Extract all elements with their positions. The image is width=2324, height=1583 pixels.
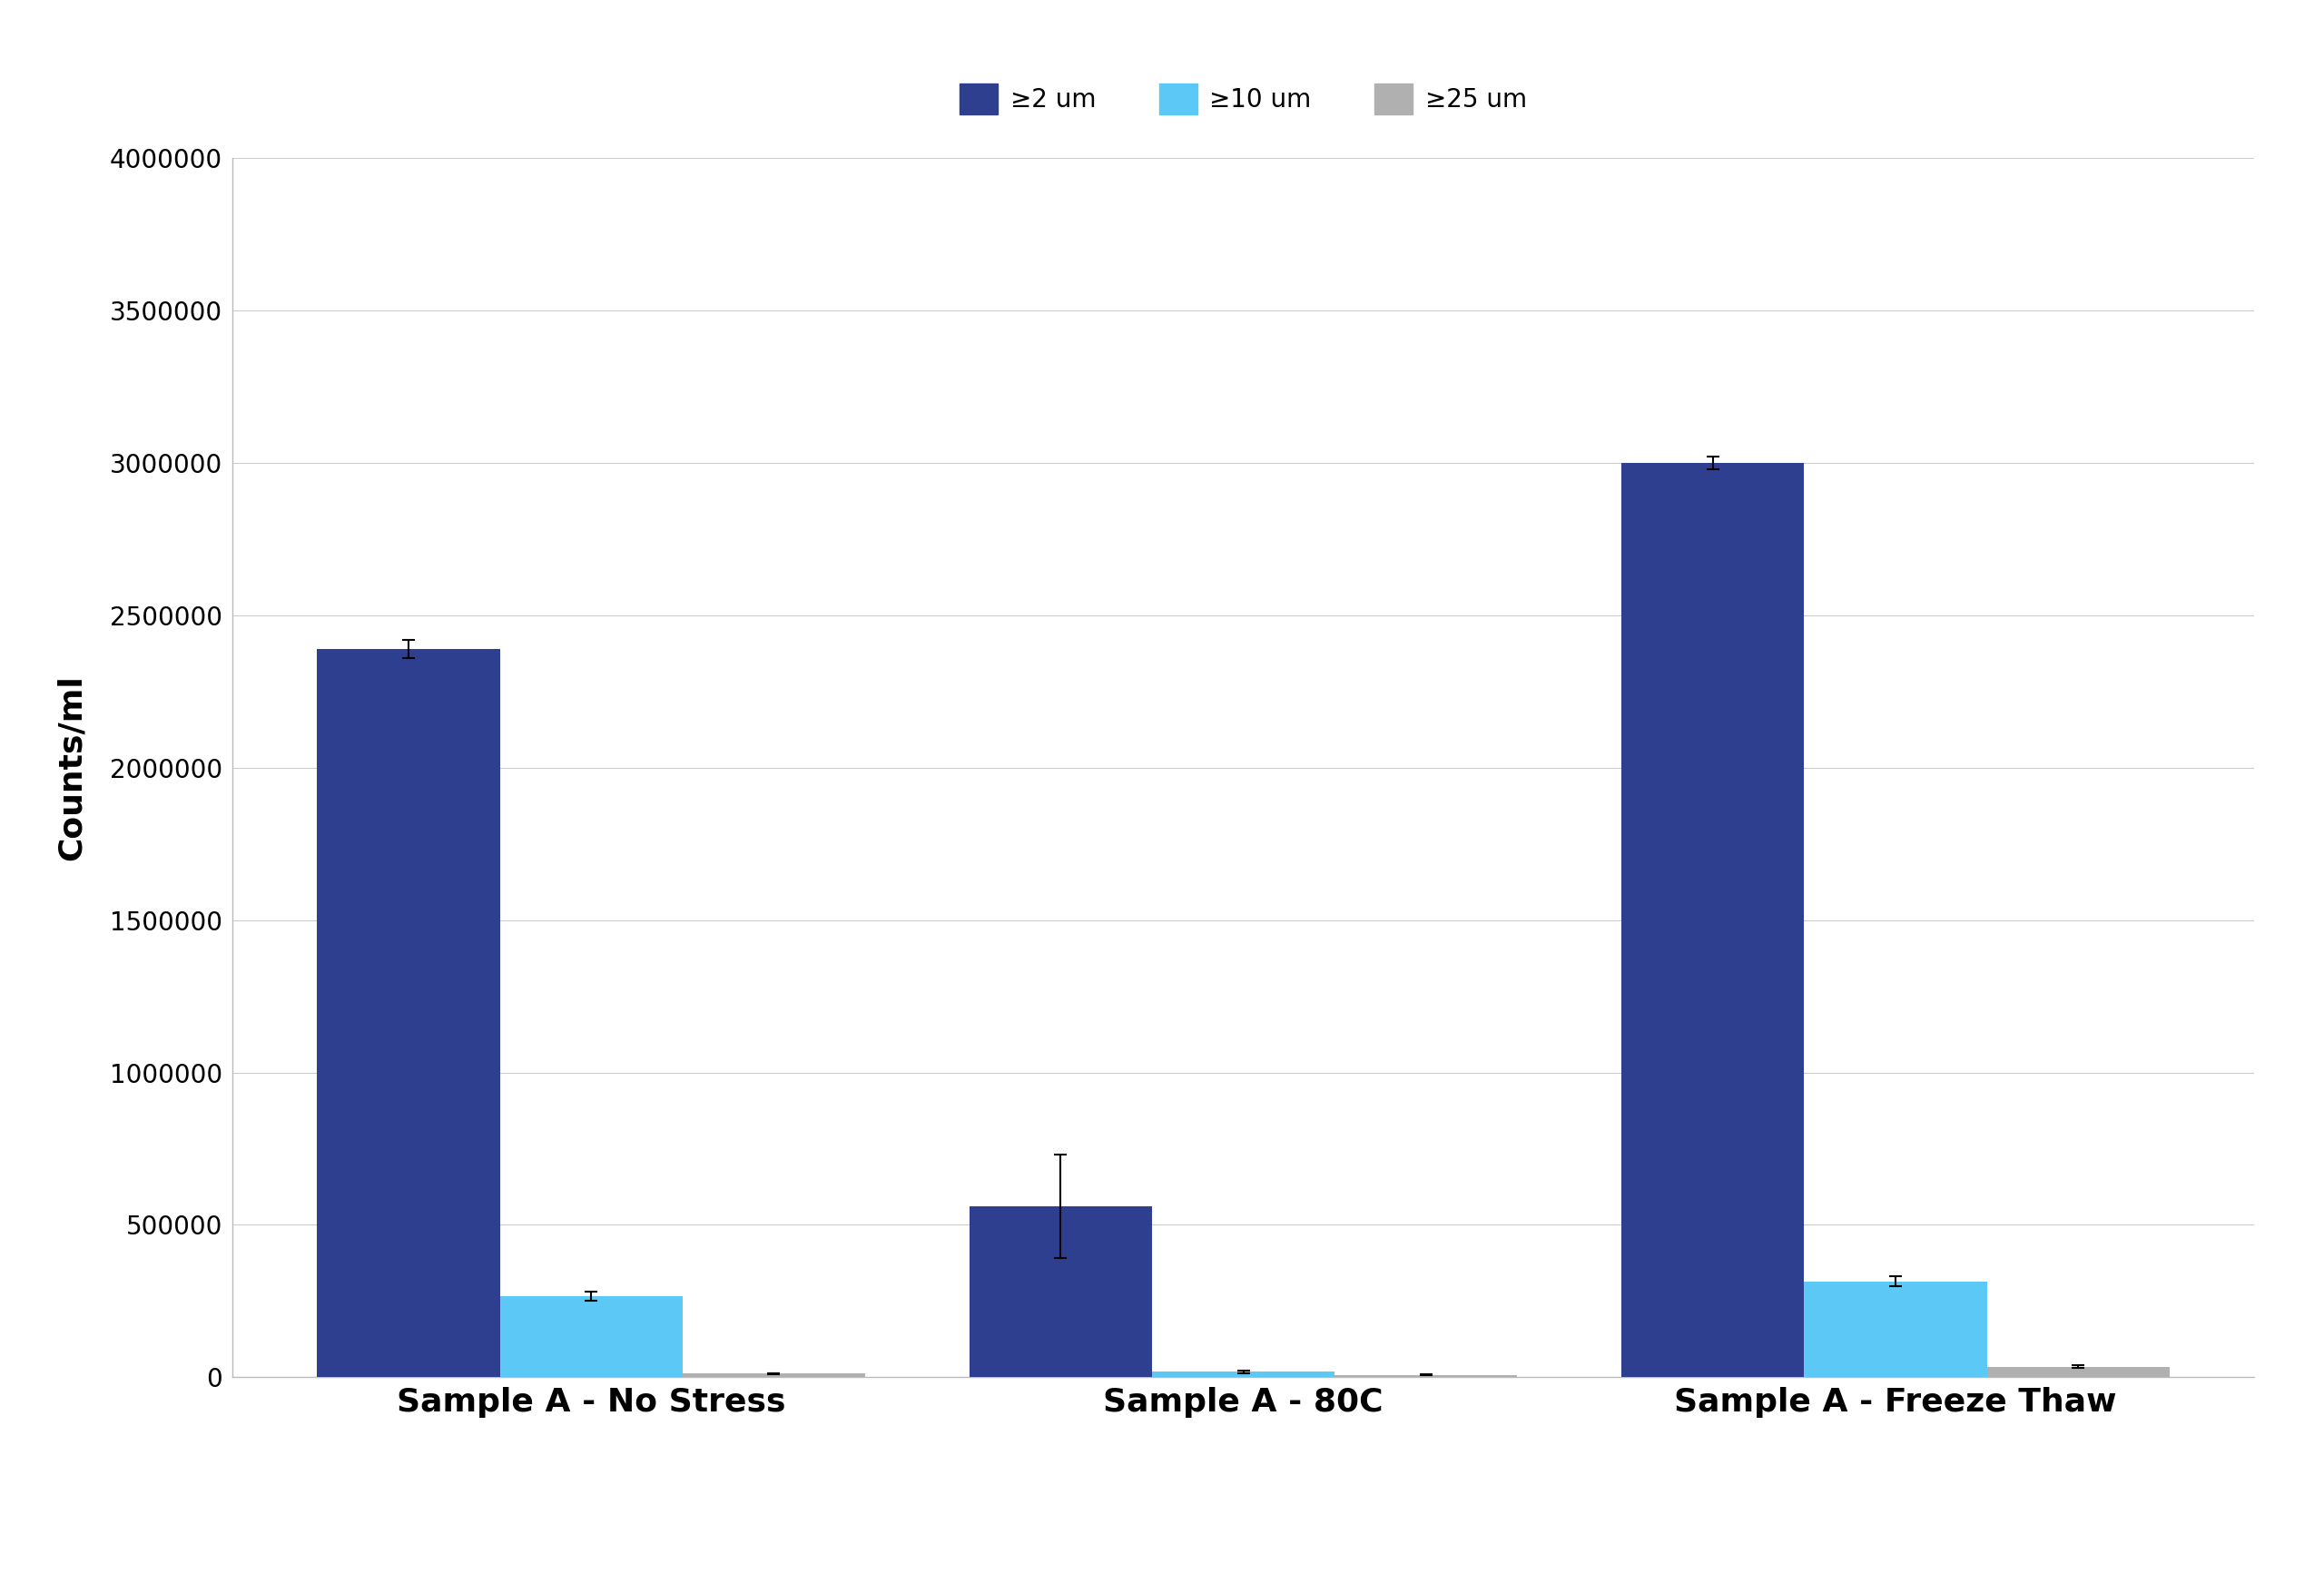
Y-axis label: Counts/ml: Counts/ml xyxy=(56,674,86,861)
Bar xyxy=(1803,1281,1987,1377)
Bar xyxy=(1153,1372,1334,1377)
Bar xyxy=(316,649,500,1377)
Bar xyxy=(1622,462,1803,1377)
Bar xyxy=(500,1296,683,1377)
Bar xyxy=(969,1206,1153,1377)
Bar xyxy=(1987,1366,2171,1377)
Legend: ≥2 um, ≥10 um, ≥25 um: ≥2 um, ≥10 um, ≥25 um xyxy=(951,73,1536,125)
Bar xyxy=(1334,1374,1518,1377)
Bar xyxy=(683,1374,865,1377)
